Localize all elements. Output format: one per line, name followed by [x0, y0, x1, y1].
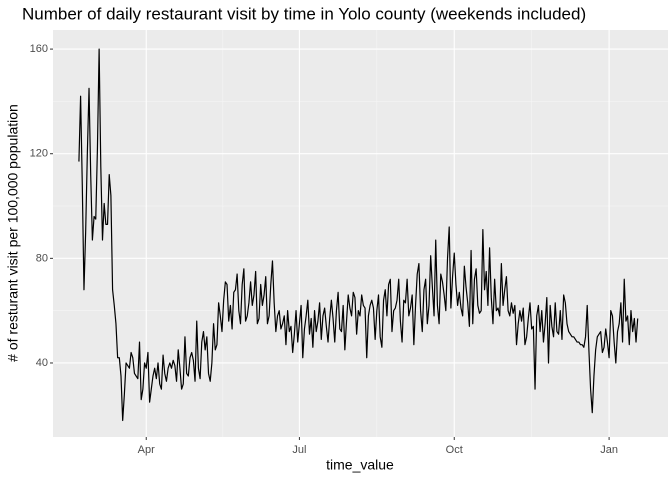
grid: [53, 30, 668, 437]
y-axis-title: # of resturant visit per 100,000 populat…: [5, 104, 21, 362]
x-tick-label: Oct: [446, 444, 463, 456]
data-line: [78, 48, 639, 422]
y-tick-label: 160: [30, 43, 48, 55]
y-tick-label: 40: [36, 357, 48, 369]
x-axis-title: time_value: [326, 457, 394, 473]
x-tick-label: Apr: [138, 444, 155, 456]
chart-title: Number of daily restaurant visit by time…: [22, 4, 586, 23]
y-tick-label: 80: [36, 252, 48, 264]
marks: [78, 48, 639, 422]
y-tick-label: 120: [30, 148, 48, 160]
x-tick-label: Jul: [292, 444, 306, 456]
x-tick-label: Jan: [600, 444, 618, 456]
panel: [53, 30, 668, 437]
